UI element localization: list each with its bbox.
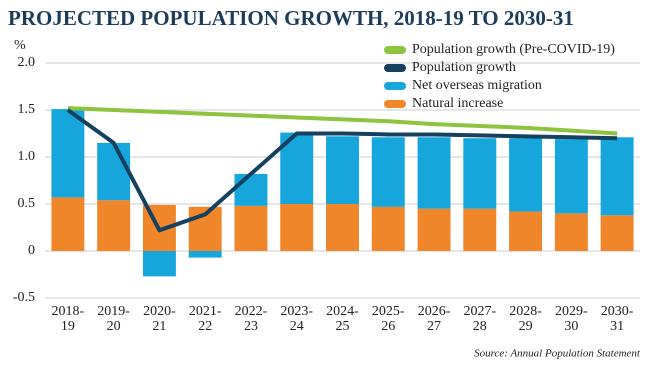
legend-label: Natural increase (412, 96, 503, 111)
bar (326, 204, 359, 251)
x-tick-label: 2027-28 (463, 304, 497, 334)
x-tick-label: 2024-25 (326, 304, 359, 334)
legend-label: Net overseas migration (412, 78, 542, 93)
source: Source: Annual Population Statement (474, 348, 641, 360)
bar (509, 211, 543, 251)
x-tick-label: 2019-20 (97, 304, 130, 334)
x-tick-label: 2030-31 (600, 304, 634, 334)
bar (51, 197, 85, 251)
y-tick-label: 0 (28, 243, 35, 258)
bar (142, 251, 176, 277)
x-tick-label: 2025-26 (371, 304, 405, 334)
y-tick-label: 0.5 (18, 196, 36, 211)
bar (554, 213, 588, 251)
bar (371, 137, 405, 207)
legend-label: Population growth (412, 60, 516, 75)
line-series (66, 108, 618, 233)
x-tick-label: 2021-22 (188, 304, 222, 334)
x-tick-label: 2020-21 (143, 304, 176, 334)
y-tick-label: 1.5 (18, 102, 36, 117)
bar (234, 173, 268, 206)
bar (417, 137, 451, 209)
x-tick-label: 2023-24 (280, 304, 314, 334)
y-axis-label: % (14, 38, 26, 53)
x-tick-label: 2018-19 (51, 304, 85, 334)
bar (554, 139, 588, 214)
y-tick-label: 2.0 (18, 55, 36, 70)
bar (371, 206, 405, 251)
y-tick-label: 1.0 (18, 149, 36, 164)
chart-title: PROJECTED POPULATION GROWTH, 2018-19 TO … (8, 6, 574, 30)
line-series (67, 106, 618, 136)
bar (600, 215, 634, 251)
bar (326, 136, 359, 204)
x-tick-label: 2029-30 (555, 304, 588, 334)
bar (97, 200, 131, 251)
bar (188, 251, 222, 258)
bar (280, 204, 314, 251)
bar (417, 208, 451, 251)
legend-label: Population growth (Pre-COVID-19) (412, 42, 615, 57)
x-tick-label: 2028-29 (509, 304, 542, 334)
y-tick-label: -0.5 (13, 290, 35, 305)
bar (509, 138, 543, 212)
bar (234, 205, 268, 251)
x-tick-label: 2026-27 (417, 304, 451, 334)
bar (600, 137, 634, 216)
bar (463, 138, 497, 209)
bar (463, 208, 497, 251)
bar (51, 109, 85, 198)
bar (97, 142, 131, 201)
x-tick-label: 2022-23 (234, 304, 268, 334)
